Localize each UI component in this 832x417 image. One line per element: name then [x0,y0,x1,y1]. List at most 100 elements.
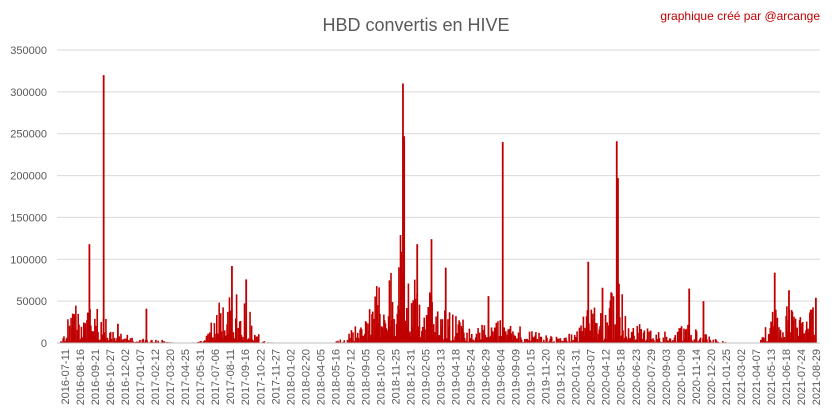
bar [612,296,615,343]
bar [97,332,99,343]
bar [484,334,487,343]
bar [393,319,395,343]
x-tick-label: 2017-02-12 [150,349,162,405]
bar [109,331,112,343]
x-tick-label: 2020-04-12 [601,349,613,405]
bar [204,340,206,343]
bar [143,341,145,343]
bar [136,341,138,343]
bar-peak [615,141,618,343]
y-tick-label: 250000 [10,129,47,141]
bar-peak [815,297,817,343]
bar [536,338,539,343]
x-tick-label: 2017-07-06 [210,349,222,405]
bar [451,314,454,343]
x-tick-label: 2016-12-02 [120,349,132,405]
bar [683,328,685,343]
x-tick-label: 2020-10-09 [676,349,688,405]
x-tick-label: 2016-07-11 [60,349,72,404]
y-tick-label: 300000 [10,87,47,99]
bar [335,341,338,343]
x-tick-label: 2017-04-25 [180,349,192,405]
bar [779,329,782,343]
bar [669,338,672,343]
bar [658,338,661,343]
bar-peak [601,287,604,343]
bar [543,339,545,343]
x-tick-label: 2019-11-20 [541,349,553,404]
x-tick-label: 2021-05-13 [766,349,778,405]
bar [68,325,71,343]
bar [354,326,357,343]
x-tick-label: 2019-03-13 [436,349,448,405]
x-tick-label: 2019-08-04 [496,349,508,405]
bar [600,313,602,343]
bar [163,341,166,343]
bar [618,283,620,343]
bar [468,328,471,343]
bar [680,326,683,343]
bar [517,332,520,343]
bar [212,337,214,343]
bar [565,337,567,343]
x-tick-label: 2020-07-29 [646,349,658,405]
bar [92,331,95,343]
bar [106,337,109,343]
bar [155,339,157,343]
bar [253,334,256,343]
bar [510,333,513,343]
bar [232,332,235,343]
bar [105,318,107,343]
x-tick-label: 2019-12-26 [556,349,568,405]
chart-credit: graphique créé par @arcange [660,9,820,23]
bar [84,323,87,343]
bar [132,340,134,343]
bar [374,296,376,343]
bar [124,338,126,343]
bar [685,328,688,343]
bar [624,316,627,343]
bar [161,339,163,343]
bar [352,332,354,343]
x-tick-label: 2020-09-03 [661,349,673,405]
bar [783,337,786,343]
bar [665,336,668,343]
bar [611,293,613,343]
x-tick-label: 2019-04-18 [451,349,463,405]
bar [80,326,83,343]
bar-peak [702,301,705,343]
bar [538,332,540,343]
bar [129,338,132,343]
bar [463,332,465,343]
y-axis: 0 50000 100000 150000 200000 250000 300000 3500… [10,45,47,350]
bar [794,318,797,343]
x-tick-label: 2016-08-16 [75,349,87,405]
bar [633,335,635,343]
bar [142,338,144,343]
x-tick-label: 2018-07-12 [345,349,357,405]
x-tick-label: 2017-11-27 [270,349,282,404]
bar [242,336,244,343]
x-tick-label: 2018-01-02 [285,349,297,405]
bar [699,337,702,343]
bar [801,321,804,343]
bar [482,329,484,343]
bar [596,323,598,343]
bar [499,320,502,343]
bar [550,337,553,343]
bar [356,332,359,343]
bar [219,313,222,343]
x-tick-label: 2020-11-14 [691,349,703,404]
bar [708,336,711,343]
bar [556,338,559,343]
bar [809,309,812,343]
bar [793,316,795,343]
bar [588,330,591,343]
bar [139,339,141,343]
x-tick-label: 2018-09-05 [360,349,372,405]
bar [379,313,381,343]
bar [553,341,555,343]
x-tick-label: 2017-01-07 [135,349,147,405]
bar [412,300,414,343]
